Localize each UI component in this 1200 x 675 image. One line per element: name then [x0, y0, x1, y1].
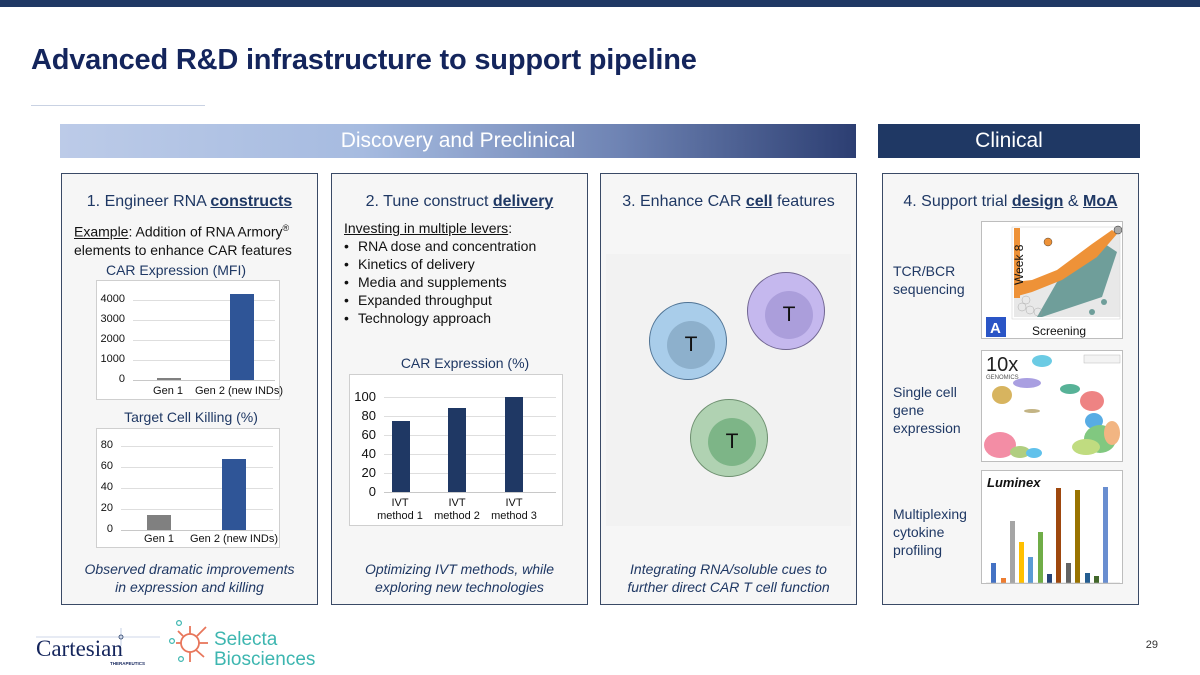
- bar-gen1: [157, 378, 181, 380]
- title-emphasis: constructs: [210, 193, 293, 210]
- t-cell-blue: T: [649, 302, 727, 380]
- title-emphasis-moa: MoA: [1082, 193, 1118, 210]
- bar-gen1: [147, 515, 171, 530]
- bar-ivt-method-2: [448, 408, 466, 492]
- svg-text:Cartesian: Cartesian: [36, 636, 123, 661]
- svg-text:Screening: Screening: [1032, 324, 1086, 338]
- chart-target-killing: 80 60 40 20 0 Gen 1 Gen 2 (new INDs): [96, 428, 280, 548]
- svg-text:GENOMICS: GENOMICS: [986, 375, 1019, 381]
- scatter-plot-icon: Week 8 Screening A: [986, 225, 1122, 338]
- selecta-burst-icon: Selecta Biosciences: [168, 619, 315, 670]
- clinical-band: Clinical: [878, 124, 1140, 158]
- levers-list: RNA dose and concentration Kinetics of d…: [344, 237, 584, 327]
- svg-text:Biosciences: Biosciences: [214, 649, 315, 670]
- label-tcr-bcr-sequencing: TCR/BCR sequencing: [893, 263, 965, 297]
- list-item: Kinetics of delivery: [344, 255, 584, 273]
- discovery-preclinical-band: Discovery and Preclinical: [60, 124, 856, 158]
- svg-text:A: A: [990, 320, 1001, 337]
- panel-caption: Optimizing IVT methods, while exploring …: [364, 561, 555, 595]
- top-accent-bar: [0, 0, 1200, 7]
- umap-plot-icon: 10x GENOMICS: [984, 354, 1121, 458]
- panel-caption: Observed dramatic improvements in expres…: [84, 561, 295, 595]
- list-item: Technology approach: [344, 309, 584, 327]
- selecta-logo: Selecta Biosciences: [166, 614, 336, 670]
- svg-text:THERAPEUTICS: THERAPEUTICS: [110, 661, 145, 666]
- page-title: Advanced R&D infrastructure to support p…: [31, 44, 697, 76]
- panel-title: 3. Enhance CAR cell features: [622, 193, 835, 210]
- cartesian-star-icon: Cartesian THERAPEUTICS: [36, 628, 160, 666]
- title-emphasis: delivery: [492, 193, 554, 210]
- title-emphasis: cell: [745, 193, 773, 210]
- panel-tune-construct-delivery: 2. Tune construct delivery Investing in …: [331, 173, 588, 605]
- svg-text:Luminex: Luminex: [987, 475, 1041, 490]
- bar-ivt-method-3: [505, 397, 523, 492]
- panel-description: Investing in multiple levers: RNA dose a…: [344, 219, 584, 327]
- cytokine-bar-chart-icon: Luminex: [986, 475, 1120, 583]
- label-multiplexing-cytokine-profiling: Multiplexing cytokine profiling: [893, 506, 967, 558]
- panel-enhance-car-cell-features: 3. Enhance CAR cell features T T T Integ…: [600, 173, 857, 605]
- panel-title: 1. Engineer RNA constructs: [86, 193, 293, 210]
- chart-car-expression-pct: 100 80 60 40 20 0 IVT method 1 IVT method …: [349, 374, 563, 526]
- bar-ivt-method-1: [392, 421, 410, 492]
- panel-title: 4. Support trial design & MoA: [903, 193, 1118, 210]
- page-number: 29: [1145, 639, 1158, 651]
- panel-description: Example: Addition of RNA Armory® element…: [74, 223, 292, 258]
- chart-title-car-expression-pct: CAR Expression (%): [400, 355, 530, 371]
- panel-support-trial-design-moa: 4. Support trial design & MoA TCR/BCR seq…: [882, 173, 1139, 605]
- list-item: Expanded throughput: [344, 291, 584, 309]
- t-cell-green: T: [690, 399, 768, 477]
- tcr-scatter-thumbnail: Week 8 Screening A: [981, 221, 1123, 339]
- panel-engineer-rna-constructs: 1. Engineer RNA constructs Example: Addi…: [61, 173, 318, 605]
- chart-title-target-killing: Target Cell Killing (%): [124, 409, 258, 425]
- t-cell-illustration: T T T: [606, 254, 851, 526]
- chart-title-car-mfi: CAR Expression (MFI): [105, 262, 247, 278]
- list-item: Media and supplements: [344, 273, 584, 291]
- panel-caption: Integrating RNA/soluble cues to further …: [627, 561, 830, 595]
- label-single-cell-gene-expression: Single cell gene expression: [893, 384, 961, 436]
- title-divider: [31, 105, 205, 106]
- svg-text:10x: 10x: [986, 354, 1018, 376]
- svg-text:Selecta: Selecta: [214, 629, 278, 650]
- luminex-cytokine-thumbnail: Luminex: [981, 470, 1123, 584]
- bar-gen2: [230, 294, 254, 380]
- chart-car-mfi: 4000 3000 2000 1000 0 Gen 1 Gen 2 (new I…: [96, 280, 283, 400]
- panel-title: 2. Tune construct delivery: [365, 193, 554, 210]
- svg-text:Week 8: Week 8: [1012, 244, 1026, 285]
- list-item: RNA dose and concentration: [344, 237, 584, 255]
- bar-gen2: [222, 459, 246, 530]
- single-cell-umap-thumbnail: 10x GENOMICS: [981, 350, 1123, 462]
- cartesian-logo: Cartesian THERAPEUTICS: [36, 626, 160, 666]
- t-cell-purple: T: [747, 272, 825, 350]
- title-emphasis: design: [1011, 193, 1064, 210]
